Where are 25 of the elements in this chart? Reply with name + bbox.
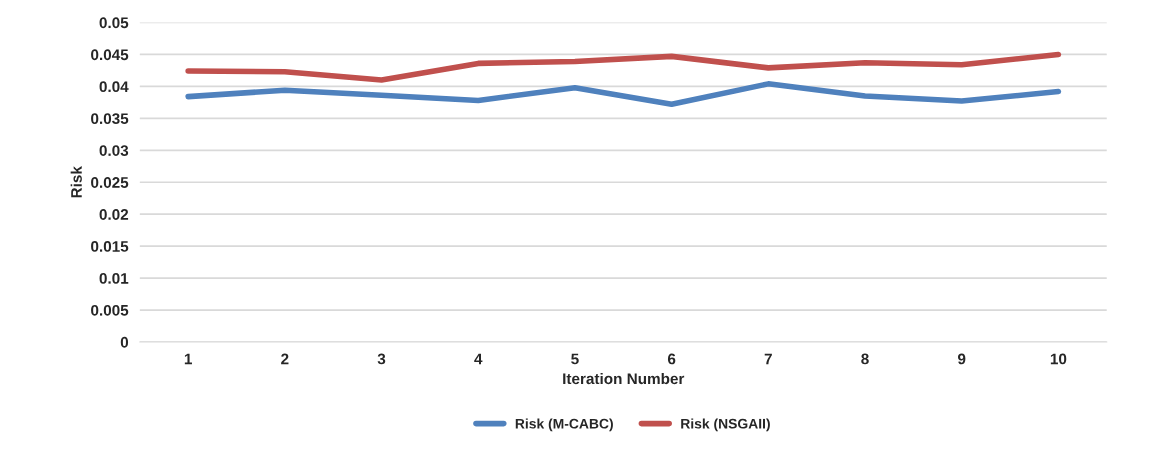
y-tick-label: 0.01 xyxy=(99,272,129,284)
y-tick-label: 0.02 xyxy=(99,209,129,220)
x-axis-title: Iteration Number xyxy=(563,372,685,385)
x-tick-label: 3 xyxy=(377,353,386,365)
y-tick-label: 0.04 xyxy=(99,81,129,93)
y-tick-label: 0.05 xyxy=(99,17,129,29)
x-tick-label: 10 xyxy=(1050,353,1067,365)
y-axis-title: Risk xyxy=(70,166,82,198)
y-tick-label: 0.03 xyxy=(99,145,129,157)
y-tick-label: 0.005 xyxy=(91,304,129,316)
y-tick-label: 0.045 xyxy=(91,49,129,61)
y-tick-label: 0 xyxy=(120,336,129,348)
x-tick-label: 8 xyxy=(861,353,869,365)
y-tick-label: 0.015 xyxy=(91,241,129,252)
x-tick-label: 7 xyxy=(764,353,772,365)
y-tick-label: 0.025 xyxy=(91,177,129,188)
x-tick-label: 4 xyxy=(474,353,483,365)
legend-label: Risk (NSGAII) xyxy=(681,418,770,432)
x-tick-label: 1 xyxy=(184,353,192,365)
x-tick-label: 2 xyxy=(281,353,289,365)
y-tick-label: 0.035 xyxy=(91,113,129,125)
x-tick-label: 9 xyxy=(957,353,966,365)
x-tick-label: 6 xyxy=(667,353,676,365)
x-tick-label: 5 xyxy=(571,353,579,365)
legend-label: Risk (M-CABC) xyxy=(515,418,613,432)
